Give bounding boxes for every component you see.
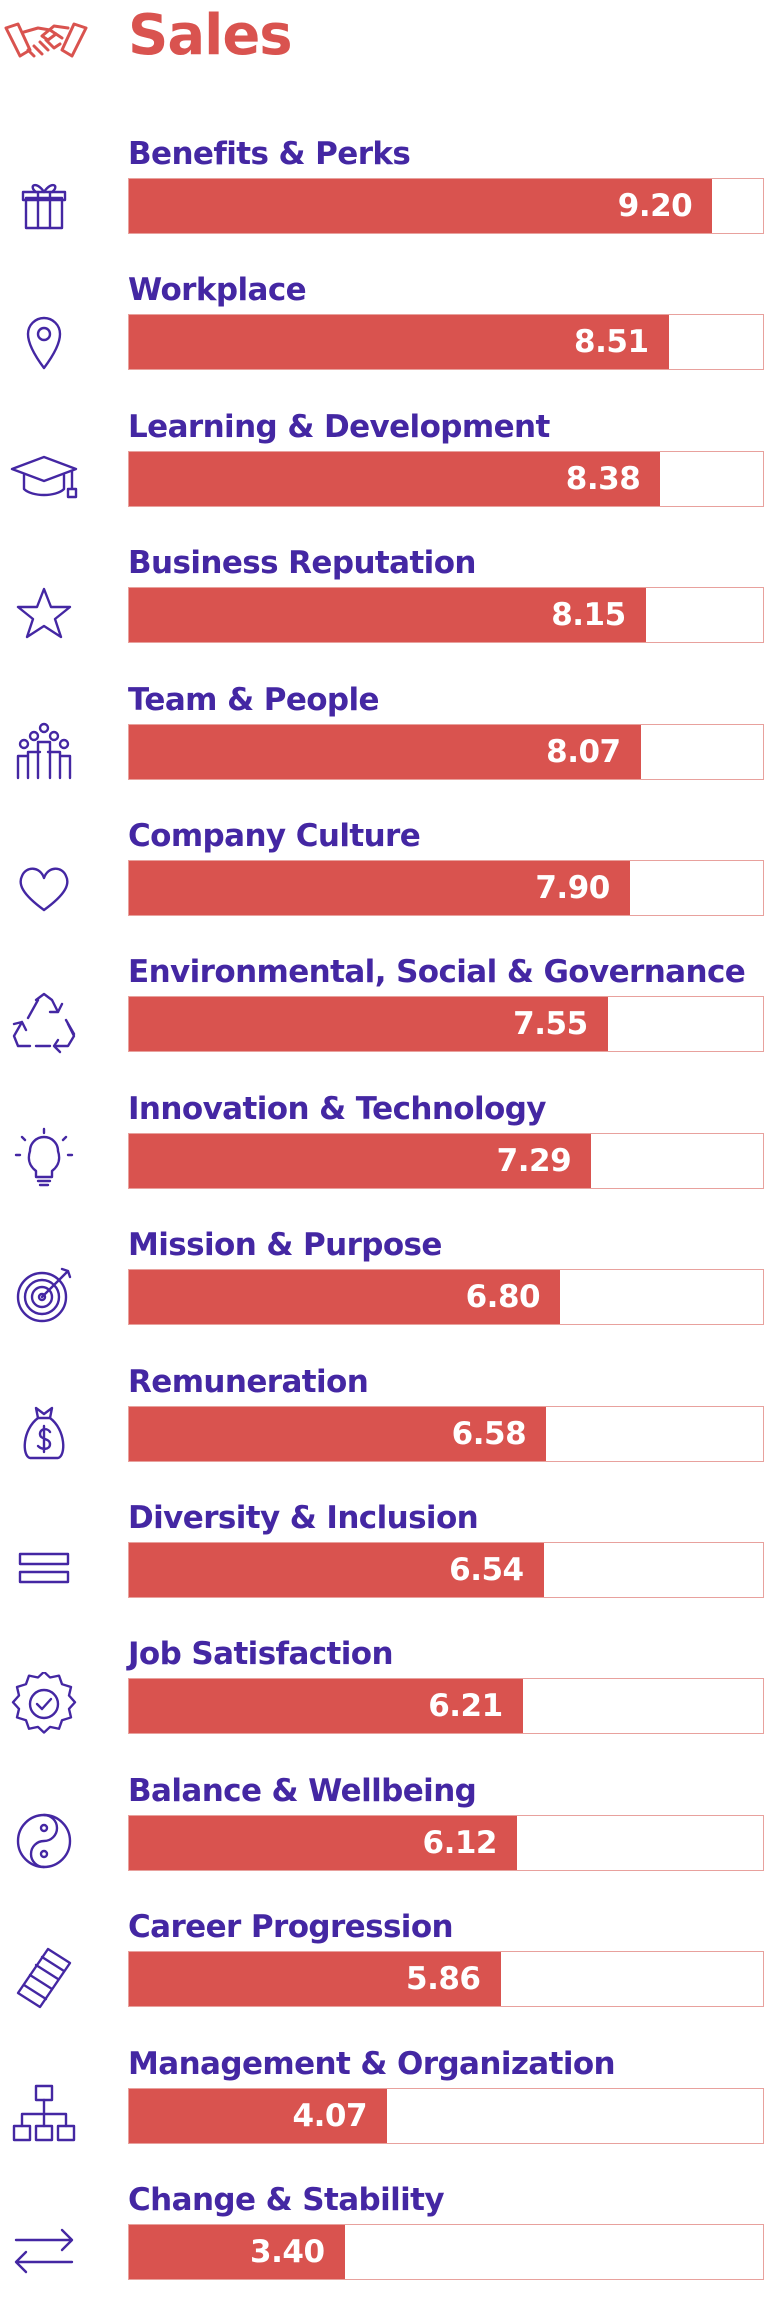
recycle-icon — [8, 990, 80, 1054]
bar-value-label: 9.20 — [617, 188, 693, 224]
bar-row: Company Culture 7.90 — [0, 802, 768, 938]
bar-label: Mission & Purpose — [128, 1227, 442, 1264]
bar: 7.90 — [129, 861, 630, 915]
bar: 6.54 — [129, 1543, 544, 1597]
bar-row: Diversity & Inclusion 6.54 — [0, 1484, 768, 1620]
bar-row: Team & People 8.07 — [0, 666, 768, 802]
bar-track: 8.38 — [128, 450, 764, 507]
bar-row: Innovation & Technology 7.29 — [0, 1075, 768, 1211]
yin-yang-icon — [8, 1809, 80, 1873]
bar-track: 7.29 — [128, 1132, 764, 1189]
bar-label: Benefits & Perks — [128, 136, 411, 172]
bar-label: Environmental, Social & Governance — [128, 954, 746, 991]
bar-track: 7.90 — [128, 860, 764, 916]
bar-label: Job Satisfaction — [128, 1636, 394, 1673]
bar: 4.07 — [129, 2088, 388, 2143]
bar-row: Learning & Development 8.38 — [0, 393, 768, 529]
bar-track: 9.20 — [128, 178, 764, 234]
bar: 8.38 — [129, 451, 661, 506]
org-chart-icon — [8, 2082, 80, 2146]
gift-icon — [8, 172, 80, 236]
bar-label: Career Progression — [128, 1909, 454, 1946]
bar: 5.86 — [129, 1952, 501, 2007]
bar-value-label: 6.80 — [465, 1279, 541, 1316]
money-bag-icon — [8, 1400, 80, 1464]
bar-label: Team & People — [128, 681, 380, 718]
bar: 6.21 — [129, 1679, 523, 1734]
bar: 9.20 — [129, 179, 713, 233]
bar: 8.51 — [129, 315, 669, 370]
bar: 8.07 — [129, 724, 641, 779]
bar-label: Remuneration — [128, 1363, 369, 1400]
bar-row: Remuneration 6.58 — [0, 1348, 768, 1484]
bar: 6.12 — [129, 1815, 517, 1870]
bar-label: Company Culture — [128, 818, 421, 854]
graduation-cap-icon — [8, 445, 80, 509]
bar-row: Balance & Wellbeing 6.12 — [0, 1757, 768, 1893]
bar-track: 6.12 — [128, 1814, 764, 1871]
bar-row: Career Progression 5.86 — [0, 1893, 768, 2029]
handshake-icon — [4, 10, 88, 70]
bar-value-label: 6.12 — [422, 1824, 498, 1861]
bar-track: 5.86 — [128, 1951, 764, 2008]
bar: 7.55 — [129, 997, 608, 1052]
bar-value-label: 7.90 — [535, 870, 610, 906]
bar-track: 6.80 — [128, 1269, 764, 1326]
bar-track: 8.15 — [128, 587, 764, 644]
location-pin-icon — [8, 308, 80, 372]
bar-track: 6.58 — [128, 1405, 764, 1462]
bar-label: Management & Organization — [128, 2045, 616, 2082]
bar-label: Workplace — [128, 272, 307, 309]
bar-value-label: 6.54 — [449, 1552, 524, 1588]
bar-track: 6.54 — [128, 1542, 764, 1598]
bar: 6.80 — [129, 1270, 561, 1325]
equals-icon — [8, 1536, 80, 1600]
lightbulb-icon — [8, 1127, 80, 1191]
bar-label: Change & Stability — [128, 2182, 445, 2218]
ladder-icon — [8, 1945, 80, 2009]
header: Sales — [0, 0, 768, 80]
bar: 7.29 — [129, 1133, 592, 1188]
bar-value-label: 8.51 — [574, 324, 649, 361]
bar: 3.40 — [129, 2225, 345, 2279]
star-icon — [8, 581, 80, 645]
bar-label: Diversity & Inclusion — [128, 1500, 479, 1536]
target-icon — [8, 1263, 80, 1327]
bar-label: Business Reputation — [128, 545, 476, 582]
bar-label: Balance & Wellbeing — [128, 1772, 477, 1809]
bar-track: 7.55 — [128, 996, 764, 1053]
bar-row: Mission & Purpose 6.80 — [0, 1211, 768, 1347]
bar: 6.58 — [129, 1406, 547, 1461]
bar-value-label: 6.21 — [428, 1688, 503, 1725]
bar: 8.15 — [129, 588, 646, 643]
bar-value-label: 8.38 — [565, 460, 641, 497]
bar-track: 6.21 — [128, 1678, 764, 1735]
bar-label: Learning & Development — [128, 408, 550, 445]
bar-track: 4.07 — [128, 2087, 764, 2144]
bar-row: Job Satisfaction 6.21 — [0, 1620, 768, 1756]
bar-value-label: 4.07 — [292, 2097, 368, 2134]
heart-icon — [8, 854, 80, 918]
bar-row: Workplace 8.51 — [0, 256, 768, 392]
bar-value-label: 3.40 — [250, 2234, 325, 2270]
bar-value-label: 5.86 — [406, 1961, 481, 1998]
bar-value-label: 8.15 — [551, 597, 626, 634]
bar-row: Change & Stability 3.40 — [0, 2166, 768, 2302]
bar-row: Management & Organization 4.07 — [0, 2030, 768, 2166]
bar-row: Business Reputation 8.15 — [0, 529, 768, 665]
bar-value-label: 8.07 — [546, 733, 621, 770]
team-icon — [8, 718, 80, 782]
bar-value-label: 6.58 — [451, 1415, 527, 1452]
bar-value-label: 7.55 — [513, 1006, 588, 1043]
arrows-exchange-icon — [8, 2218, 80, 2282]
bar-value-label: 7.29 — [496, 1142, 572, 1179]
bar-track: 8.51 — [128, 314, 764, 371]
bar-track: 3.40 — [128, 2224, 764, 2280]
bar-track: 8.07 — [128, 723, 764, 780]
bar-row: Benefits & Perks 9.20 — [0, 120, 768, 256]
bar-row: Environmental, Social & Governance 7.55 — [0, 938, 768, 1074]
bar-label: Innovation & Technology — [128, 1090, 547, 1127]
page-title: Sales — [128, 3, 293, 68]
badge-check-icon — [8, 1672, 80, 1736]
